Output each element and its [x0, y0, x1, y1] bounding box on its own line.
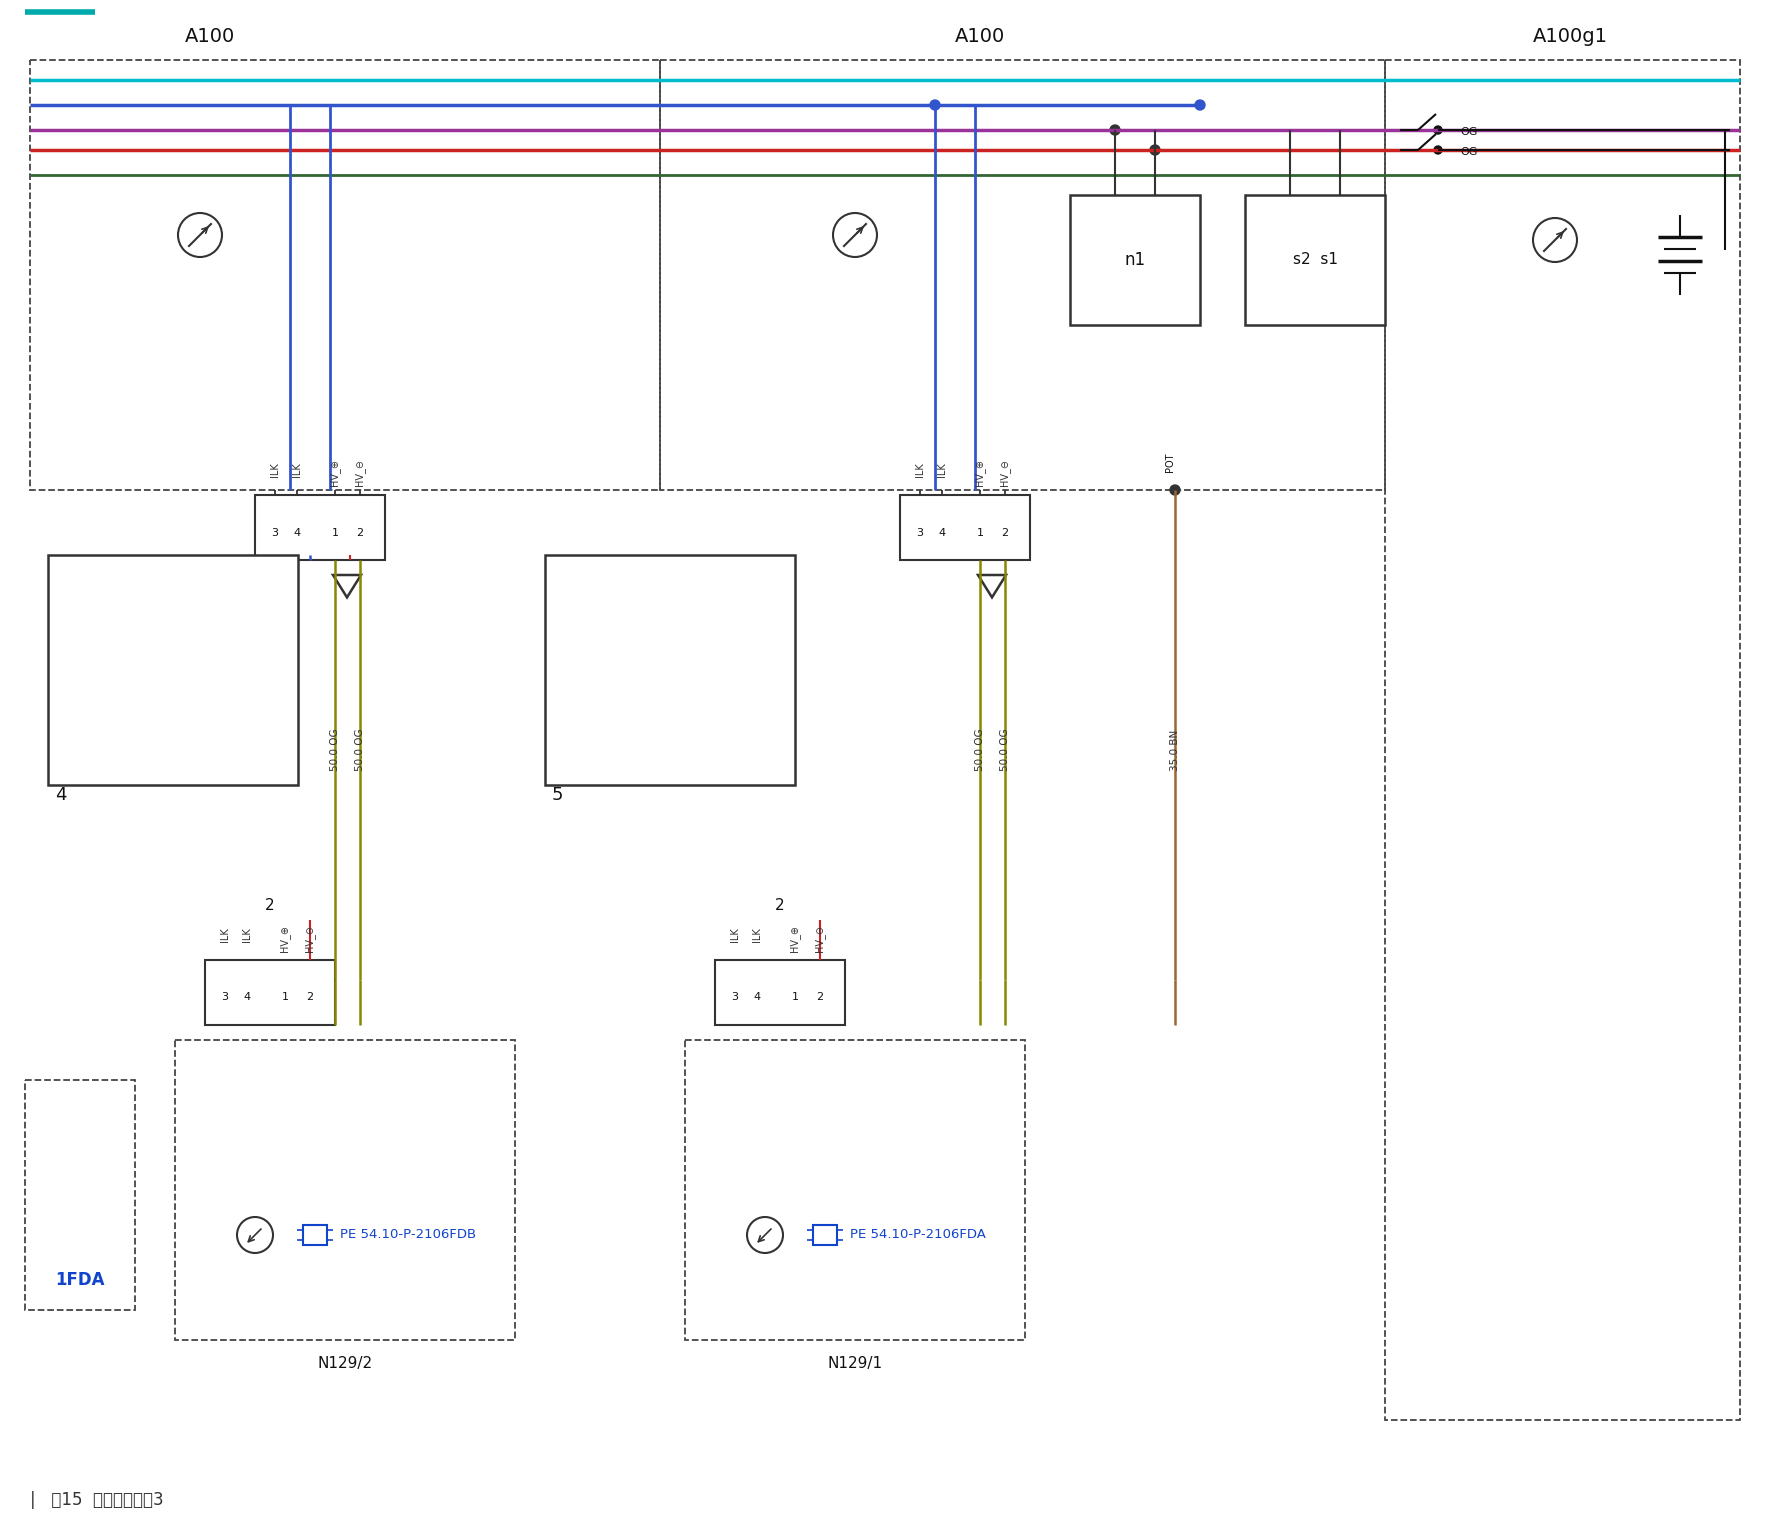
Circle shape [1110, 126, 1121, 135]
Text: ILK: ILK [751, 927, 762, 943]
Text: HV_⊕: HV_⊕ [330, 460, 341, 486]
Text: ILK: ILK [938, 463, 947, 477]
Text: A100: A100 [955, 28, 1005, 46]
Text: 2: 2 [774, 898, 785, 914]
Bar [813, 1225, 836, 1245]
Circle shape [931, 100, 940, 110]
Bar [149, 698, 190, 721]
Text: 4: 4 [753, 992, 760, 1003]
Text: A100g1: A100g1 [1533, 28, 1607, 46]
Text: 2: 2 [1002, 527, 1009, 538]
Circle shape [1151, 146, 1160, 155]
Bar [900, 495, 1030, 560]
Circle shape [1195, 100, 1204, 110]
Text: 4: 4 [938, 527, 945, 538]
Bar [1069, 195, 1201, 325]
Text: 4: 4 [243, 992, 250, 1003]
Text: s2  s1: s2 s1 [1293, 253, 1337, 267]
FancyBboxPatch shape [92, 595, 249, 727]
Bar [204, 960, 336, 1026]
Text: HV_⊕: HV_⊕ [790, 924, 801, 952]
Text: 1: 1 [282, 992, 288, 1003]
Text: 4: 4 [293, 527, 300, 538]
Bar [48, 555, 298, 785]
Text: ILK: ILK [730, 927, 741, 943]
Text: HV_⊖: HV_⊖ [304, 924, 316, 952]
Text: HV_⊖: HV_⊖ [1000, 460, 1011, 486]
Text: 50.0 OG: 50.0 OG [975, 728, 986, 771]
Text: N129/2: N129/2 [318, 1357, 373, 1371]
Text: 35.0 BN: 35.0 BN [1170, 730, 1179, 771]
Text: PE 54.10-P-2106FDA: PE 54.10-P-2106FDA [851, 1228, 986, 1242]
Text: OG: OG [1460, 127, 1478, 136]
Text: ILK: ILK [242, 927, 252, 943]
Bar [686, 1039, 1025, 1340]
Text: 3: 3 [222, 992, 229, 1003]
Text: ILK: ILK [915, 463, 925, 477]
Text: POT: POT [1165, 452, 1176, 472]
Text: n1: n1 [1124, 251, 1146, 268]
Text: 50.0 OG: 50.0 OG [1000, 728, 1011, 771]
Text: 2: 2 [357, 527, 364, 538]
Text: A100: A100 [185, 28, 234, 46]
Bar [661, 60, 1385, 491]
Bar [545, 555, 796, 785]
Text: HV_⊖: HV_⊖ [355, 460, 366, 486]
Bar [1245, 195, 1385, 325]
Text: |   图15  电池舱电路图3: | 图15 电池舱电路图3 [30, 1492, 163, 1508]
Text: 1: 1 [977, 527, 984, 538]
Text: HV_⊕: HV_⊕ [975, 460, 986, 486]
Circle shape [1433, 126, 1442, 133]
Text: 5: 5 [552, 786, 563, 803]
Text: 3: 3 [916, 527, 924, 538]
Bar [176, 1039, 515, 1340]
Bar [1385, 60, 1740, 1420]
Text: N129/1: N129/1 [828, 1357, 883, 1371]
Circle shape [1170, 484, 1179, 495]
Text: 2: 2 [265, 898, 275, 914]
Text: 50.0 OG: 50.0 OG [330, 728, 339, 771]
Text: 3: 3 [272, 527, 279, 538]
Text: 3: 3 [732, 992, 739, 1003]
Text: OG: OG [1460, 147, 1478, 156]
Text: ILK: ILK [291, 463, 302, 477]
FancyBboxPatch shape [591, 595, 748, 727]
Text: HV_⊖: HV_⊖ [815, 924, 826, 952]
Bar [716, 960, 845, 1026]
Text: 1: 1 [792, 992, 799, 1003]
Bar [650, 698, 691, 721]
Bar [25, 1081, 135, 1311]
Bar [30, 60, 661, 491]
Text: 2: 2 [817, 992, 824, 1003]
Circle shape [1433, 146, 1442, 153]
Bar [256, 495, 385, 560]
Bar [304, 1225, 327, 1245]
Text: 1: 1 [332, 527, 339, 538]
Text: 1FDA: 1FDA [55, 1271, 105, 1289]
Text: PE 54.10-P-2106FDB: PE 54.10-P-2106FDB [339, 1228, 476, 1242]
Text: 4: 4 [55, 786, 66, 803]
Text: HV_⊕: HV_⊕ [279, 924, 291, 952]
Text: 2: 2 [307, 992, 314, 1003]
Text: ILK: ILK [270, 463, 281, 477]
Text: ILK: ILK [220, 927, 231, 943]
Text: 50.0 OG: 50.0 OG [355, 728, 366, 771]
